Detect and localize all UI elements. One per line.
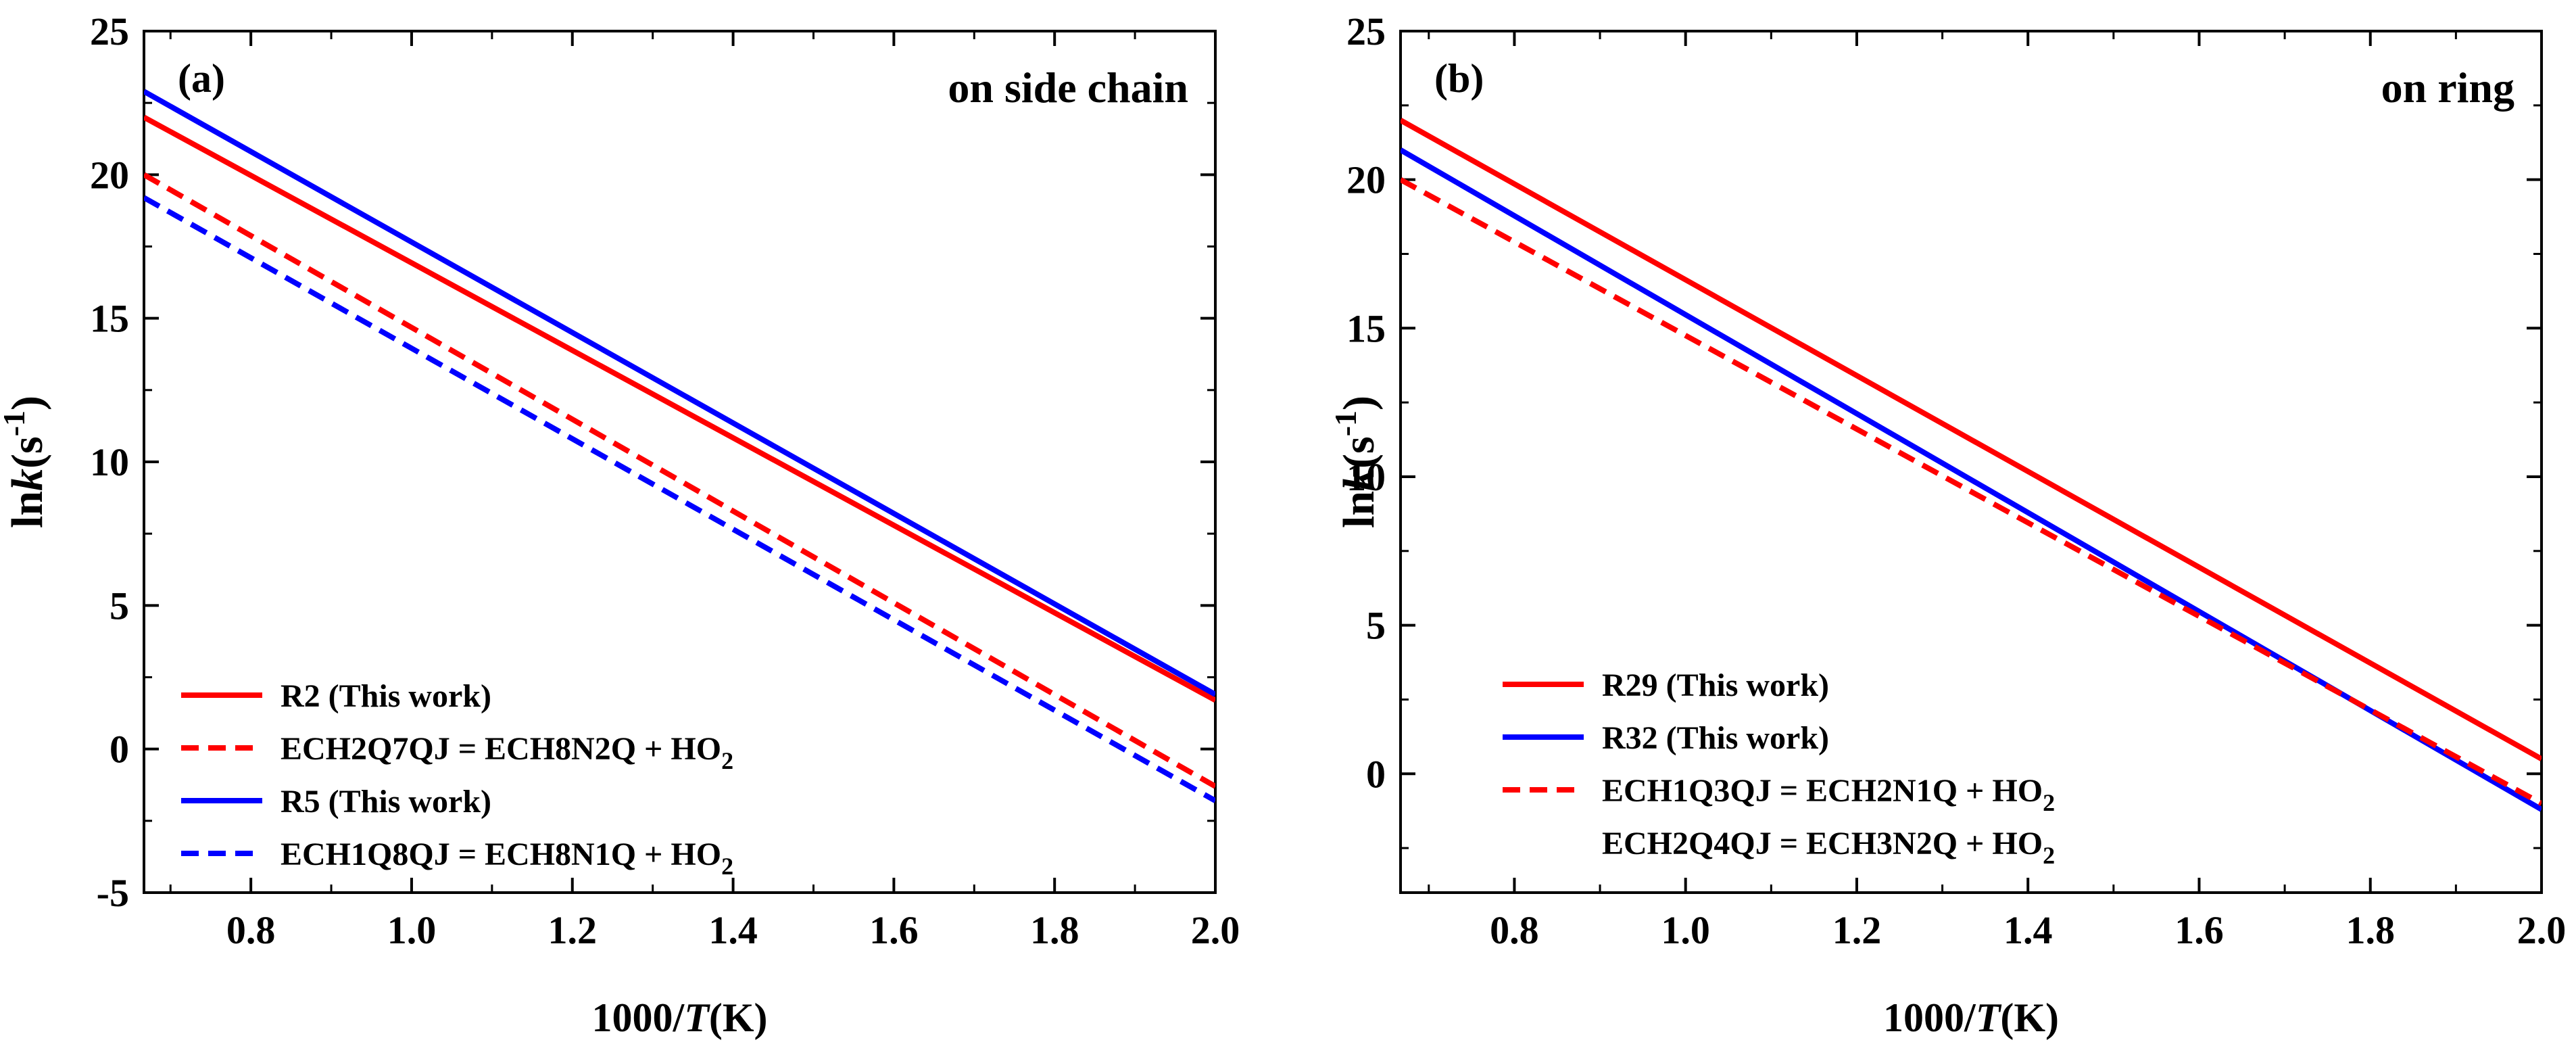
y-axis-label-close: ) (1334, 396, 1384, 410)
x-tick-label: 1.6 (869, 908, 919, 952)
y-tick-label: 15 (1346, 306, 1386, 350)
y-axis-label: lnk(s-1) (1328, 396, 1384, 528)
legend-subscript: 2 (721, 747, 733, 774)
x-axis-label-variable: T (684, 995, 710, 1040)
y-tick-label: 15 (90, 297, 129, 341)
legend-label-2: R5 (This work) (281, 784, 491, 820)
y-tick-label: 25 (90, 9, 129, 53)
x-tick-label: 1.4 (708, 908, 758, 952)
y-axis-label-close: ) (3, 396, 52, 410)
y-tick-label: 0 (110, 728, 129, 772)
legend-label-1: R32 (This work) (1602, 720, 1829, 756)
series-line-0 (144, 114, 1215, 703)
legend-label-0: R2 (This work) (281, 678, 491, 714)
x-axis-label-variable: T (1976, 995, 2002, 1040)
x-tick-label: 1.0 (387, 908, 437, 952)
y-tick-label: 10 (90, 440, 129, 484)
x-axis-label: 1000/T(K) (592, 995, 768, 1040)
series-line-0 (1401, 118, 2542, 761)
y-axis-label-prefix: ln (1334, 491, 1384, 528)
x-tick-label: 1.8 (2346, 908, 2395, 952)
legend-label-0: R29 (This work) (1602, 667, 1829, 703)
legend-text: R32 (This work) (1602, 720, 1829, 756)
y-axis-label-variable: k (3, 469, 52, 491)
x-axis-label-prefix: 1000/ (592, 995, 685, 1040)
y-tick-label: 20 (90, 153, 129, 197)
legend-label-3: ECH2Q4QJ = ECH3N2Q + HO2 (1602, 826, 2055, 869)
x-tick-label: 1.4 (2003, 908, 2053, 952)
panel-title: on side chain (948, 64, 1188, 112)
y-axis-label-variable: k (1334, 469, 1384, 491)
x-tick-label: 0.8 (226, 908, 276, 952)
plot-frame (1399, 30, 2543, 894)
x-tick-label: 1.0 (1661, 908, 1710, 952)
x-tick-label: 1.6 (2174, 908, 2224, 952)
series-line-1 (1401, 147, 2542, 812)
x-axis-label: 1000/T(K) (1883, 995, 2059, 1040)
y-tick-label: 5 (1366, 604, 1386, 648)
x-axis-label-unit: (K) (709, 995, 768, 1040)
y-axis-label: lnk(s-1) (0, 396, 52, 528)
y-tick-label: 25 (1346, 9, 1386, 53)
x-tick-label: 1.2 (1832, 908, 1882, 952)
legend-subscript: 2 (2043, 842, 2055, 869)
legend-text: ECH2Q7QJ = ECH8N2Q + HO (281, 731, 721, 767)
legend-text: ECH2Q4QJ = ECH3N2Q + HO (1602, 826, 2043, 862)
legend-text: R2 (This work) (281, 678, 491, 714)
y-tick-label: 10 (1346, 455, 1386, 499)
x-axis-label-prefix: 1000/ (1883, 995, 1976, 1040)
y-tick-label: -5 (97, 871, 129, 915)
legend-text: R5 (This work) (281, 784, 491, 820)
x-tick-label: 1.8 (1030, 908, 1079, 952)
panel-label: (b) (1434, 56, 1484, 101)
x-tick-label: 2.0 (2517, 908, 2567, 952)
y-tick-label: 0 (1366, 752, 1386, 796)
panel-title: on ring (2381, 64, 2514, 112)
legend-text: ECH1Q3QJ = ECH2N1Q + HO (1602, 773, 2043, 809)
y-axis-label-prefix: ln (3, 491, 52, 528)
legend-subscript: 2 (721, 853, 733, 880)
legend-label-1: ECH2Q7QJ = ECH8N2Q + HO2 (281, 731, 733, 774)
legend-label-2: ECH1Q3QJ = ECH2N1Q + HO2 (1602, 773, 2055, 816)
series-line-2 (144, 89, 1215, 697)
x-axis-label-unit: (K) (2000, 995, 2059, 1040)
y-axis-label-superscript: -1 (0, 410, 31, 436)
legend-label-3: ECH1Q8QJ = ECH8N1Q + HO2 (281, 836, 733, 880)
y-axis-label-unit: (s (3, 436, 52, 469)
x-tick-label: 1.2 (548, 908, 598, 952)
series-line-3 (144, 195, 1215, 803)
y-tick-label: 5 (110, 584, 129, 628)
panel-b: 0.8 1.0 1.2 1.4 1.6 1.8 2.0 0 5 10 15 20 25 (b) on rin… (1328, 9, 2566, 1040)
y-tick-label: 20 (1346, 158, 1386, 202)
y-axis-label-superscript: -1 (1328, 410, 1363, 436)
legend-text: R29 (This work) (1602, 667, 1829, 703)
legend-subscript: 2 (2043, 789, 2055, 816)
panel-a: 0.8 1.0 1.2 1.4 1.6 1.8 2.0 -5 0 5 10 15 20 25 (a) on s… (0, 9, 1240, 1040)
series-line-1 (144, 172, 1215, 789)
series-line-2 (1401, 177, 2542, 806)
x-tick-label: 2.0 (1191, 908, 1240, 952)
panel-label: (a) (178, 56, 225, 101)
legend-text: ECH1Q8QJ = ECH8N1Q + HO (281, 836, 721, 872)
x-tick-label: 0.8 (1490, 908, 1539, 952)
y-axis-label-unit: (s (1334, 436, 1384, 469)
